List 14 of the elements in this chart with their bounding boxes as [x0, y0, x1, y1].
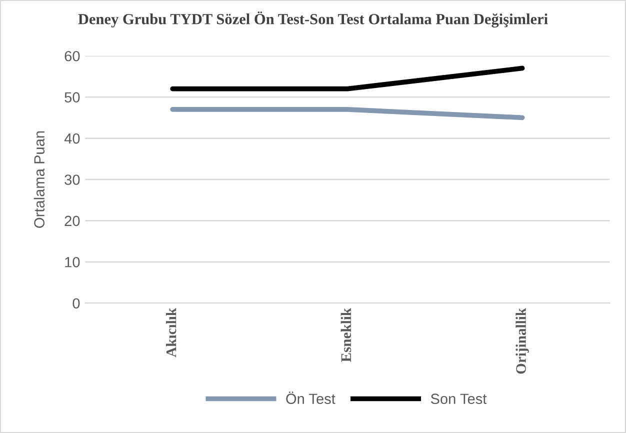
legend-label: Son Test — [430, 394, 487, 404]
y-tick-label: 40 — [64, 133, 80, 144]
y-tick-label: 20 — [64, 216, 80, 226]
y-axis-title: Ortalama Puan — [34, 131, 45, 228]
x-tick-label: Akıcılık — [166, 308, 176, 358]
chart-title: Deney Grubu TYDT Sözel Ön Test-Son Test Ortalama Puan Değişimleri — [78, 11, 548, 28]
x-tick-label: Orijinallik — [516, 308, 529, 374]
x-tick-label: Esneklik — [340, 308, 352, 362]
y-tick-label: 50 — [64, 92, 80, 102]
y-tick-label: 60 — [64, 50, 80, 62]
legend-label: Ön Test — [286, 392, 336, 404]
y-tick-label: 30 — [64, 174, 80, 185]
y-tick-label: 0 — [72, 298, 80, 309]
y-tick-label: 10 — [65, 256, 80, 268]
